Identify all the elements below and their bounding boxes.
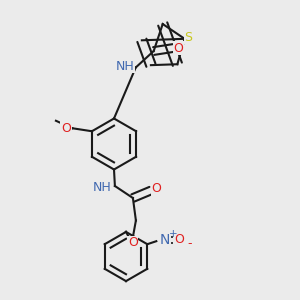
Text: +: + [169,229,177,239]
Text: NH: NH [116,59,134,73]
Text: O: O [174,41,184,55]
Text: -: - [187,237,192,250]
Text: N: N [160,233,170,247]
Text: O: O [128,236,138,250]
Text: NH: NH [93,181,112,194]
Text: O: O [152,182,161,196]
Text: O: O [61,122,71,135]
Text: S: S [184,31,192,44]
Text: O: O [174,233,184,246]
